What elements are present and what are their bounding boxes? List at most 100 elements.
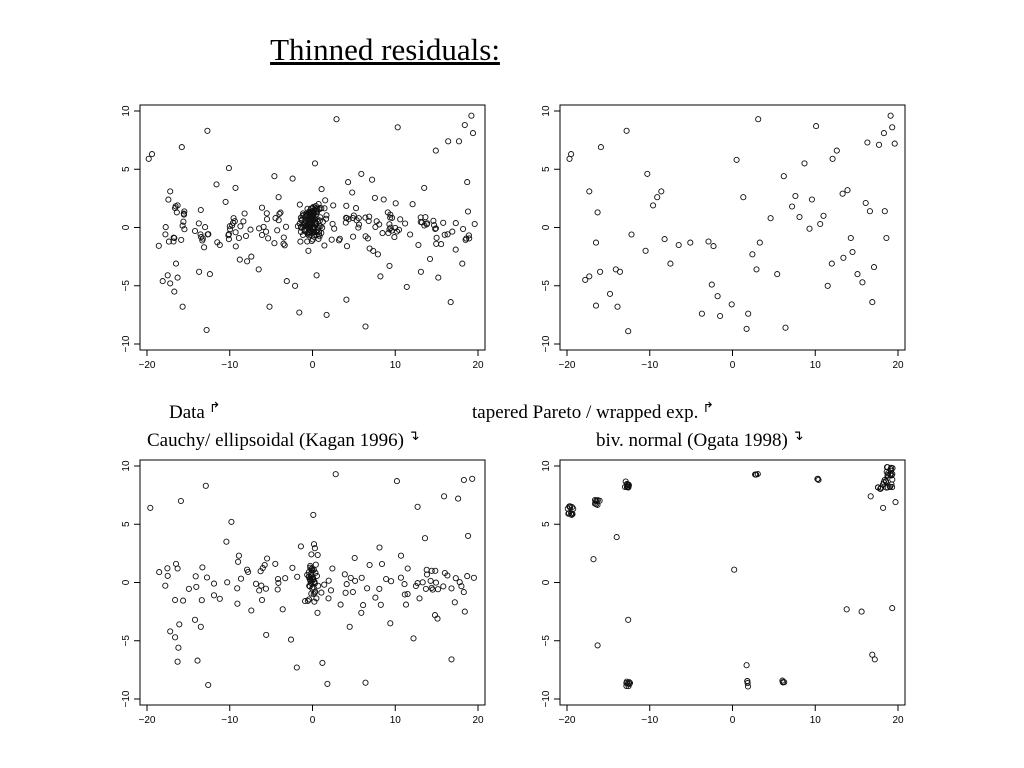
data-point bbox=[289, 175, 296, 182]
data-point bbox=[654, 194, 661, 201]
data-point bbox=[840, 254, 847, 261]
y-tick-label: −5 bbox=[121, 280, 132, 292]
data-point bbox=[628, 231, 635, 238]
data-point bbox=[199, 235, 206, 242]
y-tick-label: 5 bbox=[541, 166, 552, 172]
data-point bbox=[282, 575, 289, 582]
data-point bbox=[462, 236, 469, 243]
data-point bbox=[733, 156, 740, 163]
data-point bbox=[468, 112, 475, 119]
data-point bbox=[240, 218, 247, 225]
data-point bbox=[370, 247, 377, 254]
data-point bbox=[409, 201, 416, 208]
data-point bbox=[309, 212, 316, 219]
data-point bbox=[309, 577, 316, 584]
data-point bbox=[401, 591, 408, 598]
data-point bbox=[242, 232, 250, 240]
data-point bbox=[594, 642, 601, 649]
data-point bbox=[813, 123, 820, 130]
y-tick-label: 10 bbox=[121, 460, 132, 472]
data-point bbox=[337, 601, 344, 608]
data-point bbox=[306, 575, 313, 583]
data-point bbox=[817, 220, 824, 228]
x-tick-label: 0 bbox=[730, 715, 736, 726]
data-point bbox=[749, 251, 756, 258]
data-point bbox=[372, 594, 379, 601]
data-point bbox=[875, 141, 883, 148]
data-point bbox=[388, 227, 395, 234]
data-point bbox=[319, 224, 326, 231]
data-point bbox=[210, 580, 218, 587]
y-tick-label: 10 bbox=[541, 105, 552, 117]
data-point bbox=[304, 222, 312, 229]
data-point bbox=[387, 620, 394, 627]
data-point bbox=[708, 281, 715, 288]
data-point bbox=[181, 226, 188, 233]
data-point bbox=[774, 271, 781, 278]
data-point bbox=[464, 573, 471, 580]
x-tick-label: −20 bbox=[139, 360, 156, 371]
data-point bbox=[311, 589, 318, 596]
x-tick-label: 20 bbox=[472, 360, 484, 371]
data-point bbox=[164, 272, 171, 279]
y-tick-label: 5 bbox=[541, 521, 552, 527]
data-point bbox=[172, 634, 179, 641]
data-point bbox=[237, 575, 245, 582]
data-point bbox=[469, 475, 476, 482]
data-point bbox=[377, 273, 384, 280]
data-point bbox=[859, 279, 866, 286]
data-point bbox=[260, 223, 267, 230]
data-point bbox=[391, 234, 398, 241]
arrow-up-right-icon: ↱ bbox=[208, 400, 221, 416]
data-point bbox=[426, 255, 434, 263]
data-point bbox=[419, 579, 426, 586]
data-point bbox=[205, 681, 212, 689]
data-point bbox=[358, 609, 365, 616]
data-point bbox=[263, 631, 270, 638]
data-point bbox=[460, 476, 467, 484]
data-point bbox=[792, 192, 799, 200]
data-point bbox=[386, 262, 393, 269]
data-point bbox=[274, 575, 282, 583]
data-point bbox=[303, 215, 310, 222]
data-point bbox=[421, 535, 429, 542]
data-point bbox=[294, 573, 301, 580]
data-point bbox=[231, 218, 238, 225]
data-point bbox=[336, 235, 343, 242]
data-point bbox=[658, 188, 665, 195]
data-point bbox=[204, 231, 211, 238]
data-point bbox=[247, 226, 254, 233]
data-point bbox=[232, 243, 239, 250]
data-point bbox=[232, 184, 239, 191]
data-point bbox=[275, 194, 282, 201]
data-point bbox=[289, 564, 296, 571]
data-point bbox=[416, 595, 423, 602]
data-point bbox=[698, 310, 705, 317]
data-point bbox=[332, 471, 339, 478]
data-point bbox=[165, 238, 172, 245]
data-point bbox=[172, 205, 179, 212]
data-point bbox=[202, 482, 209, 489]
data-point bbox=[282, 223, 290, 230]
data-point bbox=[318, 589, 325, 596]
data-point bbox=[162, 582, 169, 589]
data-point bbox=[465, 232, 472, 239]
y-tick-label: 0 bbox=[541, 224, 552, 230]
data-point bbox=[582, 276, 589, 283]
data-point bbox=[358, 574, 365, 581]
x-tick-label: 20 bbox=[892, 715, 904, 726]
data-point bbox=[869, 651, 876, 658]
data-point bbox=[353, 217, 360, 224]
data-point bbox=[440, 219, 447, 226]
data-point bbox=[310, 229, 317, 236]
data-point bbox=[355, 215, 362, 222]
data-point bbox=[566, 503, 573, 510]
data-point bbox=[428, 584, 435, 591]
data-point bbox=[461, 121, 468, 129]
x-tick-label: −20 bbox=[559, 715, 576, 726]
data-point bbox=[441, 231, 448, 238]
data-point bbox=[362, 214, 369, 221]
data-point bbox=[349, 189, 356, 196]
data-point bbox=[222, 198, 229, 205]
data-point bbox=[422, 585, 429, 592]
